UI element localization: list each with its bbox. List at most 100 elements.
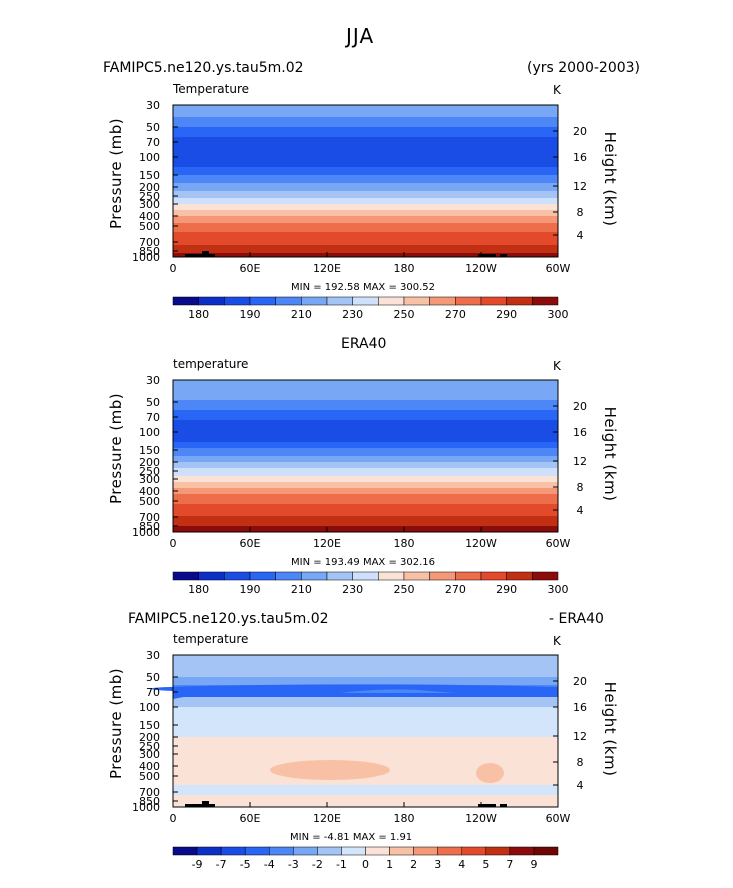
colorbar-swatch xyxy=(224,571,251,581)
panel1-contour-band xyxy=(173,137,558,167)
pressure-tick-label: 70 xyxy=(146,411,160,424)
lon-tick-label: 0 xyxy=(170,262,177,275)
pressure-tick-label: 1000 xyxy=(132,526,160,539)
height-tick-label: 12 xyxy=(573,180,587,193)
lon-tick-label: 120E xyxy=(313,262,341,275)
colorbar-swatch xyxy=(461,846,487,856)
colorbar-swatch xyxy=(437,846,462,856)
panel1-contour-band xyxy=(173,232,558,245)
height-tick-label: 8 xyxy=(577,481,584,494)
pressure-tick-label: 200 xyxy=(139,456,160,469)
colorbar-label: -5 xyxy=(240,858,251,871)
panel2-contour-band xyxy=(173,456,558,462)
colorbar-swatch xyxy=(455,296,482,306)
panel2-colorbar: 180 190 210 230 250 270 290 300 xyxy=(172,571,569,596)
colorbar-label: 250 xyxy=(394,308,415,321)
colorbar-label: 210 xyxy=(291,583,312,596)
lon-tick-label: 180 xyxy=(394,537,415,550)
panel1-frame xyxy=(172,104,559,258)
pressure-tick-label: 200 xyxy=(139,181,160,194)
panel1-contour-band xyxy=(173,191,558,198)
colorbar-swatch xyxy=(301,296,328,306)
panel1-topography xyxy=(202,251,209,257)
panel2-title-center: ERA40 xyxy=(341,336,387,352)
colorbar-label: 290 xyxy=(496,308,517,321)
colorbar-label: 230 xyxy=(342,583,363,596)
lon-tick-label: 0 xyxy=(170,537,177,550)
colorbar-label: 210 xyxy=(291,308,312,321)
colorbar-label: 190 xyxy=(240,583,261,596)
colorbar-swatch xyxy=(403,571,430,581)
panel1-contour-band xyxy=(173,216,558,223)
colorbar-swatch xyxy=(326,571,353,581)
colorbar-swatch xyxy=(249,571,276,581)
colorbar-label: -3 xyxy=(288,858,299,871)
panel1-contour-band xyxy=(173,253,558,257)
height-tick-label: 12 xyxy=(573,730,587,743)
panel2-frame xyxy=(172,379,559,533)
colorbar-swatch xyxy=(506,296,533,306)
colorbar-label: 5 xyxy=(482,858,489,871)
colorbar-label: 9 xyxy=(530,858,537,871)
pressure-tick-label: 50 xyxy=(146,671,160,684)
height-tick-label: 4 xyxy=(577,229,584,242)
colorbar-label: 4 xyxy=(458,858,465,871)
panel1-topography xyxy=(478,254,496,257)
pressure-tick-label: 30 xyxy=(146,649,160,662)
height-tick-label: 8 xyxy=(577,206,584,219)
colorbar-swatch xyxy=(532,296,559,306)
panel1-contour-band xyxy=(173,127,558,137)
colorbar-label: -1 xyxy=(336,858,347,871)
panel1-contour-band xyxy=(173,198,558,204)
pressure-tick-label: 300 xyxy=(139,748,160,761)
colorbar-swatch xyxy=(533,846,559,856)
colorbar-swatch xyxy=(429,571,456,581)
pressure-tick-label: 400 xyxy=(139,210,160,223)
colorbar-swatch xyxy=(389,846,414,856)
pressure-tick-label: 150 xyxy=(139,444,160,457)
panel1-contour-band xyxy=(173,105,558,117)
pressure-tick-label: 500 xyxy=(139,495,160,508)
panel3-colorbar: -9 -7 -5 -4 -3 -2 -1 0 1 2 3 4 5 7 9 xyxy=(172,846,559,871)
colorbar-label: -2 xyxy=(312,858,323,871)
height-tick-label: 16 xyxy=(573,701,587,714)
panel2-contour-band xyxy=(173,504,558,516)
panel3-contour-band xyxy=(173,785,558,795)
pressure-tick-label: 100 xyxy=(139,701,160,714)
colorbar-swatch xyxy=(326,296,353,306)
colorbar-label: 270 xyxy=(445,308,466,321)
colorbar-swatch xyxy=(301,571,328,581)
panel1-title-right: (yrs 2000-2003) xyxy=(527,60,641,76)
pressure-tick-label: 70 xyxy=(146,136,160,149)
colorbar-label: 2 xyxy=(410,858,417,871)
panel1-minmax: MIN = 192.58 MAX = 300.52 xyxy=(291,282,436,293)
panel1-units: K xyxy=(553,83,561,97)
colorbar-label: -9 xyxy=(192,858,203,871)
colorbar-label: -4 xyxy=(264,858,275,871)
colorbar-swatch xyxy=(403,296,430,306)
pressure-tick-label: 400 xyxy=(139,485,160,498)
colorbar-label: 3 xyxy=(434,858,441,871)
panel1-contour-band xyxy=(173,223,558,232)
colorbar-swatch xyxy=(317,846,342,856)
panel3-contour-band xyxy=(173,655,558,677)
pressure-tick-label: 100 xyxy=(139,151,160,164)
colorbar-swatch xyxy=(378,571,405,581)
pressure-tick-label: 700 xyxy=(139,511,160,524)
panel2-contour-band xyxy=(173,380,558,400)
colorbar-swatch xyxy=(196,846,222,856)
lon-tick-label: 0 xyxy=(170,812,177,825)
height-tick-label: 20 xyxy=(573,400,587,413)
height-tick-label: 12 xyxy=(573,455,587,468)
pressure-tick-label: 1000 xyxy=(132,251,160,264)
panel1-contour-band xyxy=(173,245,558,253)
lon-tick-label: 120W xyxy=(465,262,497,275)
colorbar-swatch xyxy=(275,296,302,306)
colorbar-label: 290 xyxy=(496,583,517,596)
panel3-contour-feature xyxy=(270,760,390,780)
panel2-units: K xyxy=(553,359,561,373)
colorbar-swatch xyxy=(198,571,225,581)
pressure-tick-label: 150 xyxy=(139,169,160,182)
